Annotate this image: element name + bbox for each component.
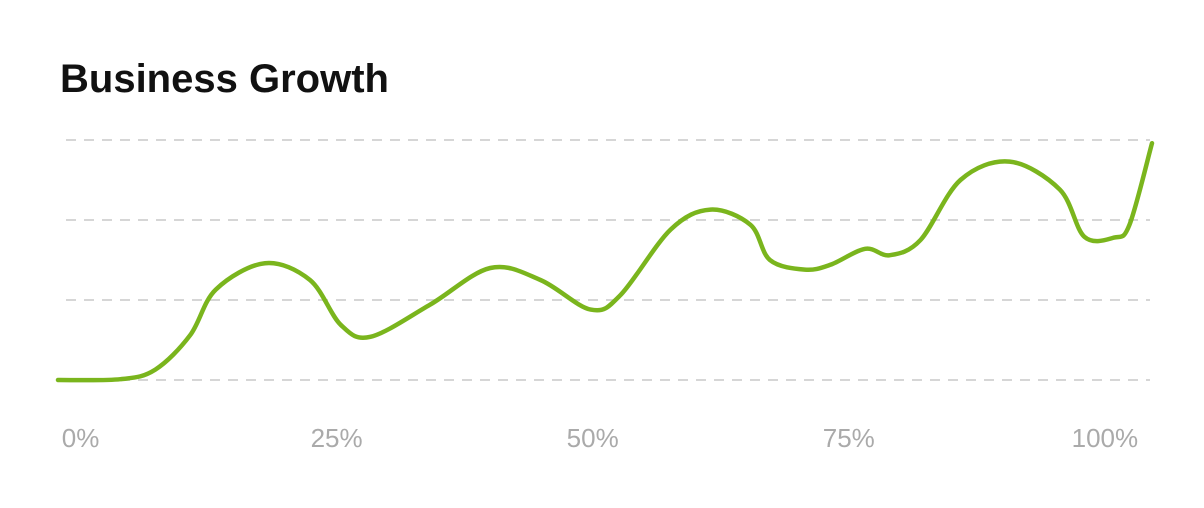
x-tick-label: 75% — [823, 423, 875, 453]
x-tick-label: 0% — [62, 423, 100, 453]
x-tick-label: 25% — [311, 423, 363, 453]
chart-title: Business Growth — [60, 57, 389, 101]
line — [55, 140, 1155, 383]
x-tick-label: 100% — [1072, 423, 1139, 453]
x-tick-label: 50% — [567, 423, 619, 453]
